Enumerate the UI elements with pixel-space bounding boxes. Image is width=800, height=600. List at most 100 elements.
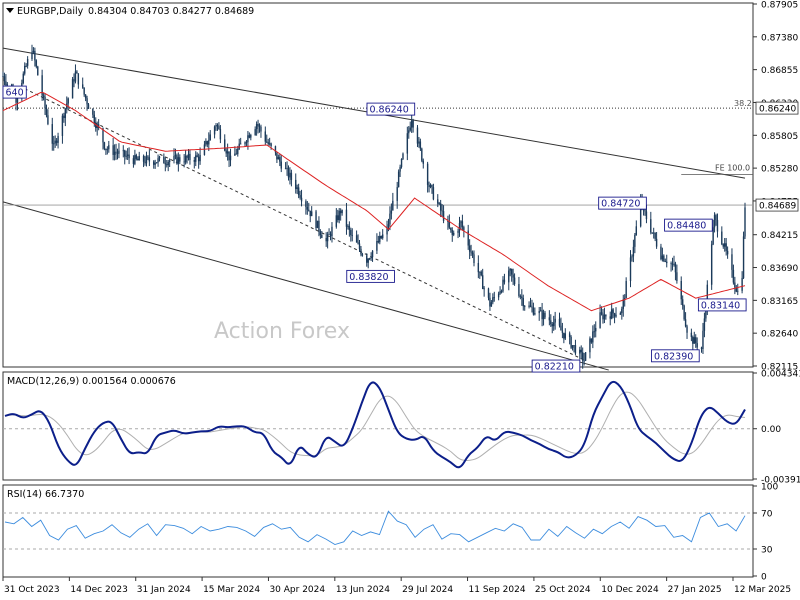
price-annotation: 0.84720 (601, 199, 640, 210)
candle-body (583, 360, 585, 362)
candle-body (37, 66, 39, 76)
price-annotation: 0.83140 (701, 300, 740, 311)
candle-body (318, 220, 320, 232)
candle-body (35, 60, 38, 67)
candle-body (368, 258, 371, 260)
candle-body (155, 162, 158, 164)
candle-body (700, 347, 703, 349)
candle-body (116, 152, 119, 154)
candle-body (654, 232, 656, 239)
main-y-tick-label: 0.86855 (761, 66, 798, 76)
main-y-tick-label: 0.83690 (761, 264, 798, 274)
price-annotation: 0.86240 (369, 105, 408, 116)
candle-body (351, 235, 353, 236)
candle-body (24, 65, 26, 74)
candle-body (595, 327, 597, 332)
price-annotation: 0.82210 (535, 362, 574, 373)
candle-body (239, 143, 242, 145)
candle-body (270, 143, 272, 147)
x-tick-label: 13 Jun 2024 (336, 585, 390, 595)
candle-body (358, 243, 361, 249)
candle-body (548, 317, 551, 321)
price-annotation: 640 (6, 88, 24, 99)
rsi-y-axis: 100 70 30 0 (753, 483, 778, 583)
candle-body (437, 199, 439, 204)
candle-body (390, 210, 393, 214)
rsi-line (4, 510, 746, 545)
candle-body (599, 312, 601, 328)
candle-body (603, 314, 606, 320)
candle-body (258, 126, 261, 127)
candle-body (442, 211, 445, 221)
candle-body (663, 255, 665, 262)
candle-body (387, 224, 390, 227)
fib-price-tag: 0.86240 (759, 105, 796, 115)
candle-body (615, 314, 617, 317)
triangle-down-icon[interactable] (6, 8, 14, 13)
candle-body (579, 349, 581, 354)
candle-body (542, 312, 545, 320)
candle-body (421, 148, 423, 161)
main-y-tick-label: 0.83165 (761, 297, 798, 307)
candle-body (350, 230, 352, 236)
candle-body (632, 246, 635, 257)
candle-body (397, 171, 400, 188)
candle-body (73, 79, 75, 82)
candle-body (705, 307, 707, 319)
candle-body (480, 271, 482, 276)
candle-body (174, 155, 177, 157)
candle-body (245, 142, 248, 143)
candle-body (132, 158, 135, 164)
candle-body (215, 125, 217, 127)
macd-y-tick-label: -0.003916 (761, 476, 800, 486)
candle-body (492, 297, 494, 303)
candle-body (539, 310, 542, 312)
candle-body (561, 330, 564, 333)
candle-body (112, 145, 114, 155)
candle-body (461, 221, 464, 228)
candle-body (732, 269, 735, 283)
candle-body (602, 313, 604, 320)
candle-body (328, 233, 330, 235)
candle-body (254, 129, 256, 136)
candle-body (108, 145, 110, 150)
candle-body (499, 291, 501, 294)
candle-body (83, 87, 85, 95)
candle-body (335, 215, 338, 227)
candle-body (42, 95, 45, 97)
candle-body (457, 230, 459, 233)
candle-body (471, 252, 474, 255)
candle-body (277, 157, 280, 160)
rsi-y-tick-label: 70 (761, 510, 773, 520)
candle-body (103, 142, 106, 149)
x-tick-label: 10 Dec 2024 (601, 585, 659, 595)
price-annotation-box (346, 269, 395, 283)
macd-panel-frame (2, 371, 754, 481)
candle-body (106, 149, 109, 151)
candle-body (712, 227, 714, 245)
fib-price-tag-box (755, 101, 799, 115)
symbol-label: EURGBP,Daily (17, 6, 84, 17)
candle-body (519, 295, 522, 297)
candle-body (142, 156, 145, 162)
candle-body (593, 331, 595, 333)
candle-body (409, 127, 411, 131)
candle-body (458, 223, 461, 231)
candle-body (528, 305, 530, 307)
candle-body (558, 318, 561, 326)
candle-body (635, 226, 638, 235)
candle-body (610, 309, 613, 319)
candle-body (61, 115, 64, 136)
candle-body (479, 271, 481, 273)
candle-body (500, 291, 503, 293)
candle-body (513, 277, 516, 285)
candle-body (538, 310, 540, 314)
candle-body (45, 108, 48, 116)
candle-body (135, 155, 138, 159)
candle-body (693, 337, 695, 344)
candle-body (502, 279, 504, 292)
fib-38-2-label: 38.2 (734, 99, 752, 108)
candle-body (247, 135, 249, 143)
candle-body (226, 151, 229, 154)
candle-body (544, 312, 546, 318)
